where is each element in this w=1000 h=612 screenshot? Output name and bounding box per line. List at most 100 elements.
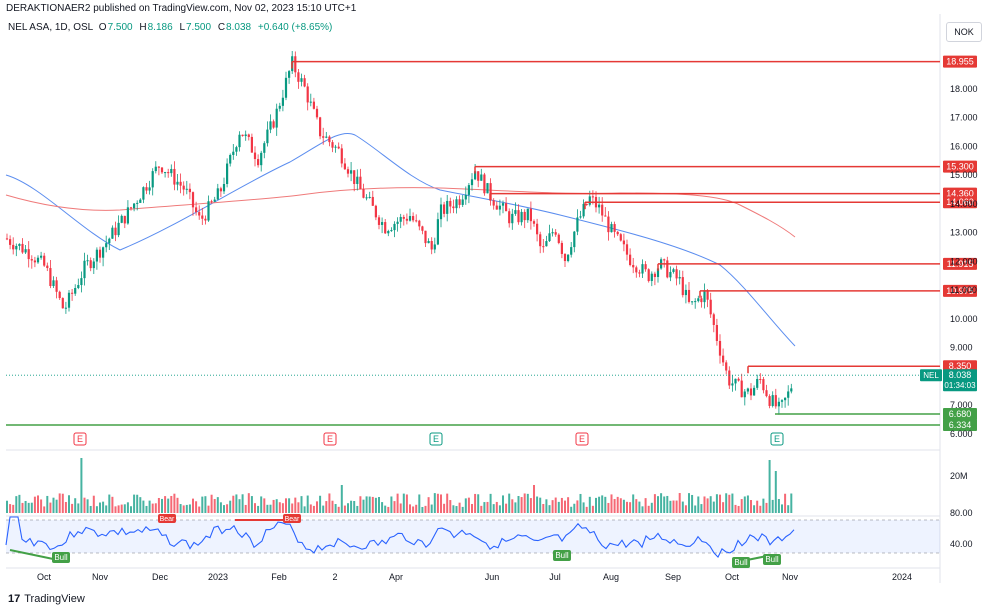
candle-body: [9, 239, 12, 245]
earnings-marker-letter: E: [774, 434, 780, 444]
volume-bar: [557, 501, 560, 513]
earnings-marker[interactable]: E: [323, 432, 337, 446]
earnings-marker[interactable]: E: [575, 432, 589, 446]
bull-divergence-line: [9, 549, 59, 561]
high-label: H: [139, 22, 147, 33]
resistance-badge: [943, 196, 977, 209]
price-axis[interactable]: 18.000 17.000 16.000 15.000 14.000 13.000 12.0…: [950, 84, 978, 439]
earnings-marker[interactable]: E: [73, 432, 87, 446]
candle-body: [64, 307, 67, 309]
candle-body: [573, 231, 576, 248]
candle-body: [191, 192, 195, 208]
candle-body: [393, 223, 396, 231]
candle-body: [235, 147, 238, 152]
volume-bar: [9, 504, 12, 513]
volume-bar: [511, 499, 514, 513]
volume-bar: [378, 497, 380, 513]
candle-body: [461, 199, 464, 205]
candle-body: [563, 253, 567, 262]
currency-button[interactable]: NOK: [946, 22, 982, 42]
volume-bar: [653, 494, 656, 513]
volume-bar: [244, 504, 247, 513]
volume-bar: [663, 496, 666, 513]
candle-body: [551, 232, 554, 234]
candle-body: [706, 290, 709, 300]
volume-bar: [18, 494, 21, 513]
candle-body: [12, 244, 15, 250]
candle-body: [229, 154, 232, 164]
volume-bar: [130, 506, 132, 513]
candle-body: [542, 246, 545, 248]
change-value: +0.640 (+8.65%): [257, 22, 333, 33]
candle-body: [27, 249, 30, 260]
candle-body: [86, 260, 89, 262]
candle-body: [247, 134, 250, 137]
volume-bar: [52, 497, 55, 513]
resistance-badge-label: 10.975: [946, 286, 974, 296]
volume-bar: [30, 502, 33, 513]
volume-bar: [340, 485, 343, 513]
earnings-marker-box: [73, 432, 87, 446]
volume-bar: [709, 496, 712, 513]
volume-bar: [632, 494, 635, 513]
volume-bar: [374, 497, 377, 513]
volume-bar: [502, 495, 504, 513]
candle-body: [284, 77, 288, 98]
candle-body: [216, 188, 219, 200]
candle-body: [325, 136, 328, 138]
volume-bar: [393, 501, 396, 513]
volume-bar: [415, 504, 418, 513]
symbol-title[interactable]: NEL ASA, 1D, OSL: [8, 22, 94, 33]
candle-body: [185, 188, 188, 190]
candle-body: [427, 241, 430, 244]
volume-bar: [560, 497, 563, 513]
candle-body: [777, 401, 780, 407]
candle-body: [390, 230, 393, 232]
candle-body: [467, 185, 470, 195]
candle-body: [343, 163, 346, 170]
volume-bar: [232, 495, 235, 513]
candle-body: [604, 215, 607, 217]
time-axis[interactable]: Oct Nov Dec 2023 Feb 2 Apr Jun Jul Aug Sep Oct Nov 20…: [37, 572, 912, 582]
candle-body: [371, 196, 374, 206]
tradingview-footer[interactable]: 17 TradingView: [8, 593, 85, 605]
volume-bar: [381, 502, 384, 513]
candle-body: [148, 187, 151, 191]
candle-body: [257, 159, 260, 166]
candle-body: [678, 277, 681, 279]
volume-bar: [452, 505, 455, 513]
volume-bar: [588, 496, 591, 513]
candle-body: [756, 378, 759, 388]
candle-body: [421, 226, 424, 231]
volume-bar: [92, 495, 95, 513]
earnings-marker[interactable]: E: [770, 432, 784, 446]
volume-bar: [71, 503, 74, 513]
candle-body: [297, 72, 300, 82]
volume-bar: [312, 505, 315, 513]
candle-body: [133, 203, 136, 209]
volume-bar: [303, 506, 306, 513]
candle-body: [498, 205, 501, 210]
volume-bar: [740, 499, 743, 513]
volume-bar: [443, 503, 446, 513]
candle-body: [49, 268, 52, 287]
candle-body: [399, 216, 402, 222]
candle-body: [114, 227, 117, 236]
volume-bar: [272, 499, 275, 513]
volume-bar: [108, 494, 111, 513]
volume-bar: [241, 494, 244, 513]
candle-body: [408, 216, 412, 221]
candle-body: [55, 280, 58, 292]
candle-body: [709, 299, 712, 315]
candle-body: [346, 169, 350, 174]
volume-bar: [771, 499, 774, 513]
volume-bar: [629, 502, 632, 513]
earnings-marker[interactable]: E: [429, 432, 443, 446]
volume-bar: [210, 494, 213, 513]
volume-bar: [68, 495, 70, 513]
volume-bar: [123, 504, 126, 513]
volume-bar: [725, 493, 728, 513]
